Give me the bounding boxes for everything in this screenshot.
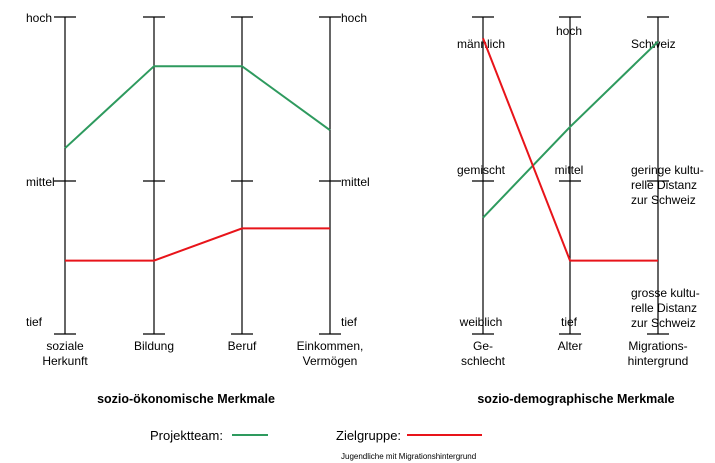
level-label-geschlecht-0: weiblich [459,315,503,329]
axis-label-2-line-0: Beruf [228,339,257,353]
level-label-geschlecht-2: männlich [457,37,505,51]
level-label-alter-0: tief [561,315,578,329]
scale-label-left-0: tief [26,315,43,329]
axis-label-0-line-0: soziale [46,339,84,353]
scale-label-right-1: mittel [341,175,370,189]
axis-label-0-line-0: Ge- [473,339,493,353]
axis-label-1-line-0: Bildung [134,339,174,353]
series-line-projektteam [482,40,659,219]
legend-label-projektteam: Projektteam: [150,428,223,443]
level-label-migration-1-line-2: zur Schweiz [631,193,696,207]
axis-label-3-line-0: Einkommen, [297,339,364,353]
legend: Projektteam: Zielgruppe: Jugendliche mit… [150,428,482,461]
axis-label-0-line-1: Herkunft [42,354,88,368]
socio-demographic-panel: Ge-schlecht Alter Migrations-hintergrund we… [457,16,704,406]
series-line-zielgruppe [65,227,330,262]
legend-zielgruppe-note: Jugendliche mit Migrationshintergrund [341,452,476,461]
scale-label-right-0: tief [341,315,358,329]
legend-label-zielgruppe: Zielgruppe: [336,428,401,443]
level-label-alter-1: mittel [555,163,584,177]
level-label-migration-0-line-0: grosse kultu- [631,286,700,300]
axis-label-1-line-0: Alter [558,339,583,353]
scale-label-left-1: mittel [26,175,55,189]
panel-title: sozio-ökonomische Merkmale [97,392,275,406]
level-label-migration-0-line-1: relle Distanz [631,301,697,315]
axis-label-2-line-1: hintergrund [628,354,689,368]
level-label-migration-1-line-1: relle Distanz [631,178,697,192]
level-label-alter-2: hoch [556,24,582,38]
scale-label-left-2: hoch [26,11,52,25]
series-line-projektteam [64,65,331,149]
level-label-migration-2-line-0: Schweiz [631,37,676,51]
scale-label-right-2: hoch [341,11,367,25]
axis-label-0-line-1: schlecht [461,354,506,368]
panel-title: sozio-demographische Merkmale [477,392,674,406]
level-label-migration-1-line-0: geringe kultu- [631,163,704,177]
level-label-geschlecht-1: gemischt [457,163,506,177]
series-line-zielgruppe [482,37,658,262]
axis-label-2-line-0: Migrations- [628,339,687,353]
level-label-migration-0-line-2: zur Schweiz [631,316,696,330]
axis-label-3-line-1: Vermögen [303,354,358,368]
